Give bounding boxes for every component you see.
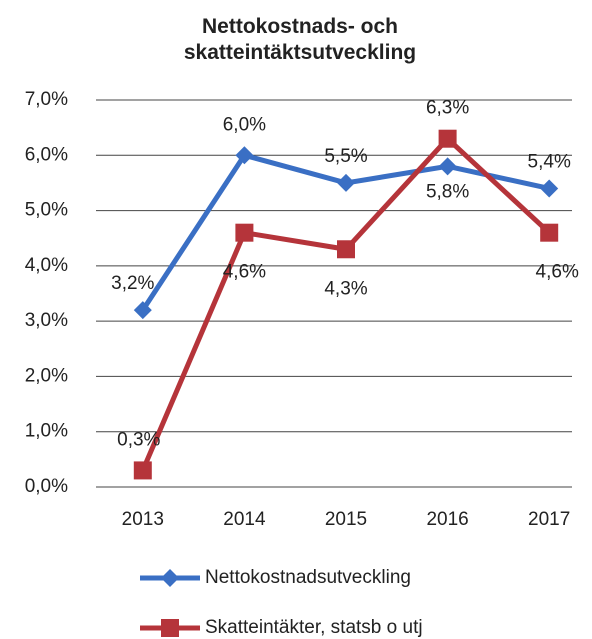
data-label: 4,6%	[536, 262, 579, 283]
data-point	[337, 240, 355, 259]
y-tick-label: 4,0%	[25, 255, 68, 276]
data-point	[133, 301, 152, 320]
data-point	[438, 129, 457, 148]
y-tick-label: 5,0%	[25, 200, 68, 221]
data-label: 5,4%	[528, 151, 571, 172]
y-tick-label: 1,0%	[25, 421, 68, 442]
data-label: 5,5%	[324, 146, 367, 167]
y-tick-label: 3,0%	[25, 310, 68, 331]
data-label: 3,2%	[111, 273, 154, 294]
legend-marker	[161, 569, 179, 587]
x-tick-label: 2017	[528, 509, 570, 530]
data-point	[540, 223, 559, 242]
x-tick-label: 2016	[426, 509, 468, 530]
x-tick-label: 2015	[325, 509, 367, 530]
data-label: 0,3%	[117, 429, 160, 450]
data-point	[540, 179, 559, 198]
chart-title: Nettokostnads- och skatteintäktsutveckli…	[183, 15, 417, 64]
y-tick-label: 7,0%	[25, 89, 68, 110]
data-point	[337, 173, 355, 192]
data-point	[133, 461, 152, 480]
data-label: 4,6%	[223, 262, 266, 283]
data-label: 5,8%	[426, 181, 469, 202]
y-tick-label: 2,0%	[25, 365, 68, 386]
legend-marker	[161, 619, 179, 637]
legend-label: Skatteintäkter, statsb o utj	[205, 617, 423, 638]
y-tick-label: 6,0%	[25, 144, 68, 165]
data-point	[438, 157, 457, 176]
data-point	[235, 223, 254, 242]
x-tick-label: 2014	[223, 509, 266, 530]
data-point	[235, 146, 254, 165]
y-tick-label: 0,0%	[25, 476, 68, 497]
x-tick-label: 2013	[122, 509, 164, 530]
data-label: 4,3%	[324, 278, 367, 299]
legend-label: Nettokostnadsutveckling	[205, 567, 411, 588]
data-label: 6,0%	[223, 114, 266, 135]
data-label: 6,3%	[426, 98, 469, 119]
